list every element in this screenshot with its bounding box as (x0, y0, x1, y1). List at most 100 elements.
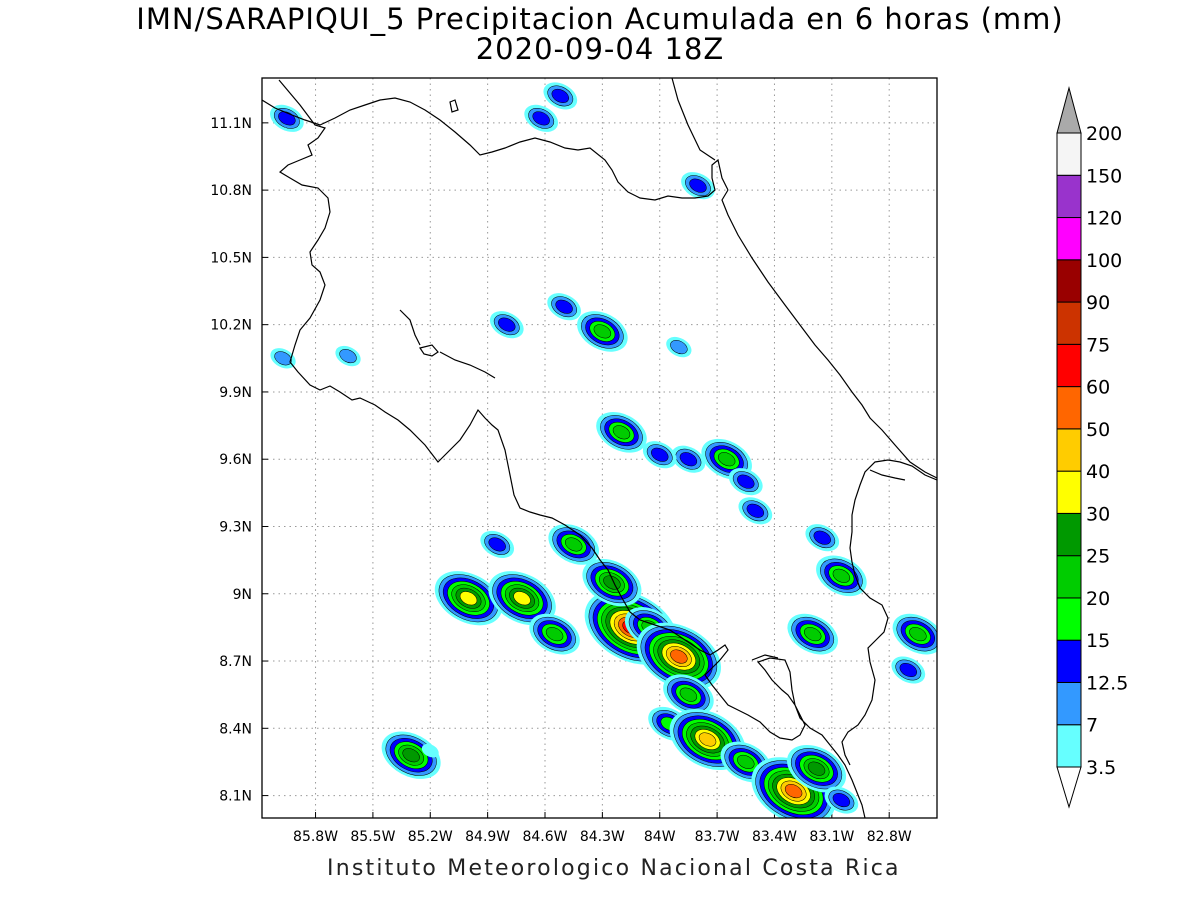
caribbean-coastline (671, 78, 937, 479)
axis-labels: 85.8W 85.5W 85.2W 84.9W 84.6W 84.3W 84W 83.7W 83… (210, 116, 912, 845)
legend-swatch (1056, 174, 1082, 219)
bocas-del-toro-coast (869, 469, 906, 481)
legend-swatch (1056, 386, 1082, 430)
precip-contour (784, 784, 803, 799)
legend-swatch (1056, 470, 1082, 514)
legend-label: 75 (1086, 334, 1110, 356)
precip-contour (532, 111, 550, 126)
legend-label: 30 (1086, 503, 1110, 525)
legend-label: 25 (1086, 546, 1110, 568)
costa-rica-coastline (278, 79, 866, 818)
map-frame (261, 77, 938, 819)
precip-contour (498, 317, 516, 332)
precip-contour (689, 178, 707, 193)
lat-tick-label: 11.1N (210, 116, 252, 132)
precip-contour (612, 425, 631, 440)
lat-tick-label: 10.5N (210, 250, 252, 266)
precip-contour (339, 349, 357, 364)
precip-contour (513, 591, 531, 606)
precip-contour (670, 649, 688, 664)
lon-tick-label: 85.8W (293, 829, 338, 845)
precip-cell (270, 348, 296, 369)
precip-cell (824, 786, 859, 814)
legend-swatch (1056, 343, 1082, 388)
precip-cell (892, 613, 937, 655)
color-legend: 3.5 7 12.5 15 20 25 30 40 50 60 75 90 100 120 150 200 (1056, 86, 1128, 809)
lon-tick-label: 84.6W (522, 829, 567, 845)
precip-contour (459, 591, 478, 606)
precip-contour (832, 793, 851, 808)
legend-label: 200 (1086, 123, 1122, 145)
lon-tick-label: 85.5W (350, 829, 395, 845)
legend-swatch (1056, 597, 1082, 641)
precip-cell (787, 744, 847, 793)
precip-contour (679, 687, 698, 702)
panama-border (841, 459, 937, 766)
precip-cell (489, 311, 524, 339)
precip-contour (488, 537, 506, 552)
precip-contour (402, 748, 420, 763)
legend-label: 150 (1086, 165, 1122, 187)
precip-field (269, 82, 937, 818)
precip-contour (698, 732, 717, 747)
precip-cell (891, 656, 926, 684)
lat-tick-label: 8.7N (219, 654, 252, 670)
precip-contour (717, 452, 736, 467)
lat-tick-label: 9.3N (219, 519, 252, 535)
footer-credit: Instituto Meteorologico Nacional Costa R… (327, 856, 901, 881)
osa-peninsula-coast (751, 654, 779, 661)
lon-tick-label: 83.4W (752, 829, 797, 845)
legend-label: 120 (1086, 208, 1122, 230)
precip-contour (804, 627, 822, 642)
precip-cell (738, 497, 773, 525)
precip-cell (636, 622, 722, 691)
legend-swatch (1056, 217, 1082, 261)
precip-contour (746, 503, 765, 518)
coastline (262, 78, 937, 818)
lat-tick-label: 9N (233, 587, 252, 603)
precip-cell (480, 530, 515, 558)
precip-contour (593, 324, 612, 339)
legend-label: 100 (1086, 250, 1122, 272)
precip-cell (335, 345, 361, 367)
precip-cell (524, 104, 559, 132)
legend-above-arrow (1056, 86, 1082, 134)
legend-swatch (1056, 301, 1082, 345)
lat-tick-label: 9.6N (219, 452, 252, 468)
precip-contour (555, 299, 573, 314)
lat-tick-label: 10.8N (210, 183, 252, 199)
precip-cell (547, 293, 581, 321)
precip-contour (737, 474, 755, 489)
precip-contour (651, 447, 669, 462)
precip-cell (381, 731, 441, 779)
precip-cell (663, 674, 714, 715)
precip-cell (671, 445, 706, 473)
precip-cell (816, 555, 867, 597)
legend-swatch (1056, 132, 1082, 176)
precip-contour (545, 627, 564, 642)
map-title: IMN/SARAPIQUI_5 Precipitacion Acumulada … (136, 2, 1064, 36)
precip-cell (787, 613, 839, 655)
lat-tick-label: 9.9N (219, 385, 252, 401)
precip-contour (565, 537, 583, 552)
precip-contour (551, 88, 569, 103)
lat-tick-label: 10.2N (210, 318, 252, 334)
precip-contour (909, 627, 927, 642)
lon-tick-label: 85.2W (408, 829, 453, 845)
precip-cell (269, 104, 304, 132)
legend-label: 3.5 (1086, 757, 1116, 779)
legend-label: 20 (1086, 588, 1110, 610)
precip-cell (805, 524, 840, 552)
gulf-of-nicoya-coast (399, 309, 496, 379)
nicaragua-border (262, 97, 729, 201)
precip-contour (813, 530, 831, 545)
precip-cell (728, 468, 763, 496)
legend-swatch (1056, 555, 1082, 599)
legend-swatch (1056, 681, 1082, 726)
precip-cell (582, 558, 642, 607)
precip-cell (577, 311, 628, 352)
precip-cell (543, 82, 578, 110)
lon-tick-label: 84W (644, 829, 676, 845)
map-datetime: 2020-09-04 18Z (475, 32, 725, 66)
